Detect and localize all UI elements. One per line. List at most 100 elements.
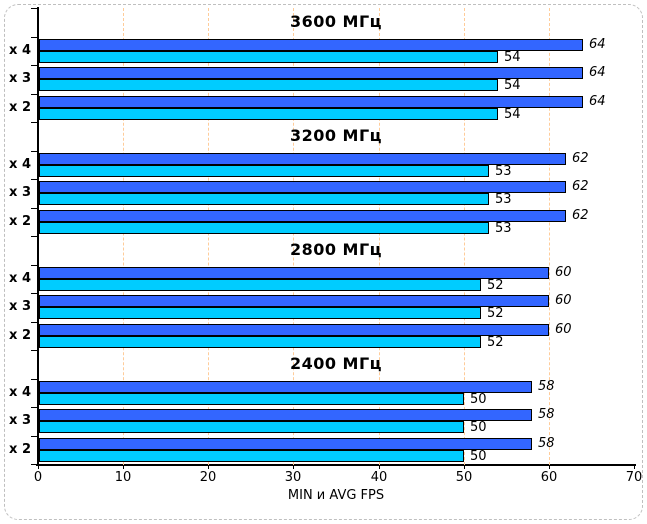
- x-tick: [379, 466, 380, 469]
- x-tick-label: 40: [370, 470, 388, 485]
- avg-value-label: 60: [555, 322, 572, 337]
- avg-value-label: 64: [589, 37, 606, 52]
- y-tick: [31, 208, 37, 209]
- min-value-label: 50: [470, 392, 487, 407]
- y-tick: [31, 37, 37, 38]
- x-axis-title: MIN и AVG FPS: [287, 488, 385, 503]
- min-value-label: 54: [504, 78, 521, 93]
- min-bar: [39, 222, 489, 234]
- x-tick: [464, 466, 465, 469]
- avg-value-label: 62: [572, 208, 589, 223]
- y-tick: [31, 464, 37, 465]
- avg-value-label: 60: [555, 293, 572, 308]
- x-tick: [208, 466, 209, 469]
- avg-bar: [39, 267, 549, 279]
- row-category-label: x 3: [9, 299, 31, 314]
- avg-bar: [39, 438, 532, 450]
- x-tick-label: 60: [540, 470, 558, 485]
- avg-bar: [39, 295, 549, 307]
- gridline: [293, 8, 294, 465]
- avg-bar: [39, 210, 566, 222]
- row-category-label: x 4: [9, 271, 31, 286]
- avg-bar: [39, 96, 583, 108]
- row-category-label: x 2: [9, 442, 31, 457]
- avg-value-label: 62: [572, 179, 589, 194]
- x-tick-label: 30: [284, 470, 302, 485]
- y-tick: [31, 379, 37, 380]
- min-value-label: 53: [495, 221, 512, 236]
- min-bar: [39, 79, 498, 91]
- min-bar: [39, 336, 481, 348]
- y-tick: [31, 8, 37, 9]
- y-tick: [31, 350, 37, 351]
- row-category-label: x 4: [9, 157, 31, 172]
- min-bar: [39, 193, 489, 205]
- x-tick-label: 0: [33, 470, 43, 485]
- min-value-label: 54: [504, 50, 521, 65]
- y-tick: [31, 94, 37, 95]
- y-tick: [31, 65, 37, 66]
- min-value-label: 52: [487, 278, 504, 293]
- gridline: [549, 8, 550, 465]
- gridline: [379, 8, 380, 465]
- x-tick: [38, 466, 39, 469]
- row-category-label: x 2: [9, 214, 31, 229]
- avg-bar: [39, 324, 549, 336]
- avg-bar: [39, 181, 566, 193]
- x-tick-label: 10: [114, 470, 132, 485]
- gridline: [208, 8, 209, 465]
- x-tick-label: 50: [455, 470, 473, 485]
- min-value-label: 50: [470, 420, 487, 435]
- x-tick: [293, 466, 294, 469]
- gridline: [464, 8, 465, 465]
- y-tick: [31, 151, 37, 152]
- x-tick-label: 20: [199, 470, 217, 485]
- row-category-label: x 2: [9, 328, 31, 343]
- y-tick: [31, 436, 37, 437]
- y-tick: [31, 293, 37, 294]
- min-value-label: 52: [487, 335, 504, 350]
- avg-bar: [39, 409, 532, 421]
- x-tick: [634, 466, 635, 469]
- min-value-label: 53: [495, 164, 512, 179]
- group-title: 2400 МГц: [289, 354, 383, 373]
- group-title: 3600 МГц: [289, 12, 383, 31]
- min-value-label: 52: [487, 306, 504, 321]
- row-category-label: x 2: [9, 100, 31, 115]
- y-tick: [31, 322, 37, 323]
- min-bar: [39, 307, 481, 319]
- x-tick-label: 70: [625, 470, 643, 485]
- min-bar: [39, 279, 481, 291]
- min-bar: [39, 421, 464, 433]
- avg-bar: [39, 381, 532, 393]
- min-bar: [39, 450, 464, 462]
- y-tick: [31, 265, 37, 266]
- min-bar: [39, 165, 489, 177]
- x-axis-line: [36, 464, 636, 466]
- row-category-label: x 3: [9, 71, 31, 86]
- avg-value-label: 58: [538, 379, 555, 394]
- x-tick: [549, 466, 550, 469]
- y-tick: [31, 236, 37, 237]
- row-category-label: x 4: [9, 385, 31, 400]
- avg-bar: [39, 153, 566, 165]
- min-bar: [39, 51, 498, 63]
- row-category-label: x 3: [9, 413, 31, 428]
- avg-bar: [39, 39, 583, 51]
- avg-value-label: 64: [589, 65, 606, 80]
- y-tick: [31, 407, 37, 408]
- avg-value-label: 60: [555, 265, 572, 280]
- group-title: 2800 МГц: [289, 240, 383, 259]
- avg-value-label: 58: [538, 436, 555, 451]
- y-axis-line: [37, 7, 39, 466]
- min-bar: [39, 108, 498, 120]
- gridline: [123, 8, 124, 465]
- y-tick: [31, 179, 37, 180]
- avg-bar: [39, 67, 583, 79]
- avg-value-label: 58: [538, 407, 555, 422]
- avg-value-label: 62: [572, 151, 589, 166]
- min-value-label: 50: [470, 449, 487, 464]
- min-value-label: 54: [504, 107, 521, 122]
- avg-value-label: 64: [589, 94, 606, 109]
